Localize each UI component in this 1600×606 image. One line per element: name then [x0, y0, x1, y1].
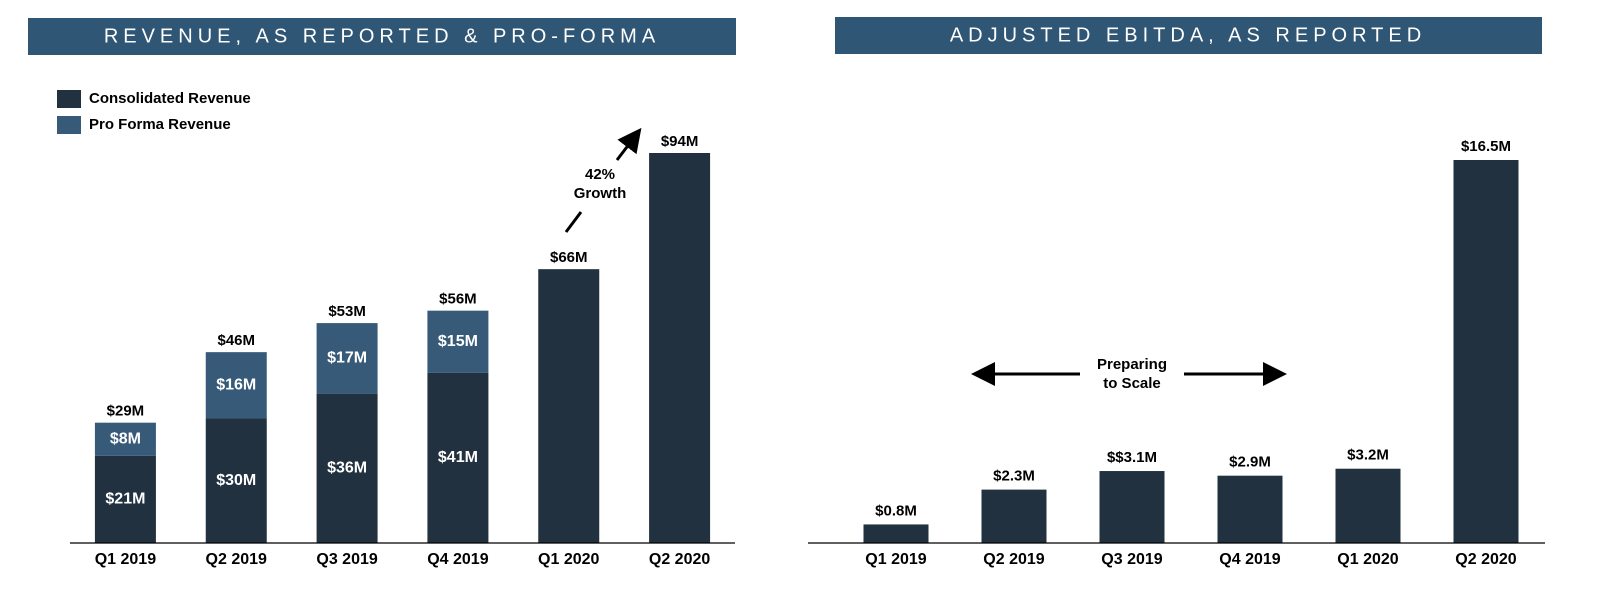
value-label: $2.3M	[993, 468, 1035, 485]
value-label: $0.8M	[875, 502, 917, 519]
bar	[1453, 160, 1519, 543]
bar-segment	[205, 418, 267, 543]
total-label: $53M	[328, 303, 366, 320]
x-tick-label: Q3 2019	[1101, 551, 1162, 568]
legend-label: Pro Forma Revenue	[89, 116, 231, 133]
annotation: Preparing	[1097, 356, 1167, 373]
x-tick-label: Q3 2019	[316, 551, 377, 568]
total-label: $29M	[107, 403, 145, 420]
value-label: $30M	[216, 472, 256, 489]
value-label: $2.9M	[1229, 454, 1271, 471]
bar	[1217, 475, 1283, 543]
bar-segment	[538, 269, 600, 543]
total-label: $46M	[217, 332, 255, 349]
x-tick-label: Q2 2020	[1455, 551, 1516, 568]
value-label: $17M	[327, 350, 367, 367]
value-label: $3.2M	[1347, 447, 1389, 464]
bar	[1335, 468, 1401, 543]
value-label: $36M	[327, 460, 367, 477]
annotation: Growth	[574, 185, 627, 202]
annotation: 42%	[585, 166, 615, 183]
x-tick-label: Q1 2020	[538, 551, 599, 568]
value-label: $41M	[438, 449, 478, 466]
value-label: $16M	[216, 377, 256, 394]
bar-segment	[94, 455, 156, 543]
total-label: $94M	[661, 133, 699, 150]
value-label: $16.5M	[1461, 138, 1511, 155]
total-label: $66M	[550, 249, 588, 266]
value-label: $15M	[438, 333, 478, 350]
x-tick-label: Q4 2019	[1219, 551, 1280, 568]
x-tick-label: Q2 2019	[206, 551, 267, 568]
value-label: $$3.1M	[1107, 449, 1157, 466]
value-label: $21M	[105, 491, 145, 508]
bar-segment	[649, 153, 711, 543]
chart-title: REVENUE, AS REPORTED & PRO-FORMA	[104, 25, 660, 47]
bar-segment	[94, 422, 156, 456]
legend-label: Consolidated Revenue	[89, 90, 251, 107]
bar	[1099, 471, 1165, 543]
chart-title: ADJUSTED EBITDA, AS REPORTED	[950, 24, 1426, 46]
value-label: $8M	[110, 430, 141, 447]
annotation-arrow	[564, 211, 583, 233]
title-banner	[835, 17, 1542, 54]
x-tick-label: Q1 2019	[865, 551, 926, 568]
bar	[863, 524, 929, 543]
bar-segment	[316, 323, 378, 394]
bar-segment	[427, 310, 489, 373]
bar-segment	[427, 372, 489, 543]
x-tick-label: Q2 2020	[649, 551, 710, 568]
x-tick-label: Q1 2020	[1337, 551, 1398, 568]
title-banner	[28, 18, 736, 55]
x-tick-label: Q2 2019	[983, 551, 1044, 568]
legend-swatch	[57, 116, 81, 134]
annotation-arrow	[615, 127, 642, 161]
bar-segment	[205, 352, 267, 419]
x-tick-label: Q1 2019	[95, 551, 156, 568]
total-label: $56M	[439, 291, 477, 308]
legend-swatch	[57, 90, 81, 108]
bar-segment	[316, 393, 378, 543]
x-tick-label: Q4 2019	[427, 551, 488, 568]
annotation: to Scale	[1103, 375, 1161, 392]
bar	[981, 489, 1047, 543]
